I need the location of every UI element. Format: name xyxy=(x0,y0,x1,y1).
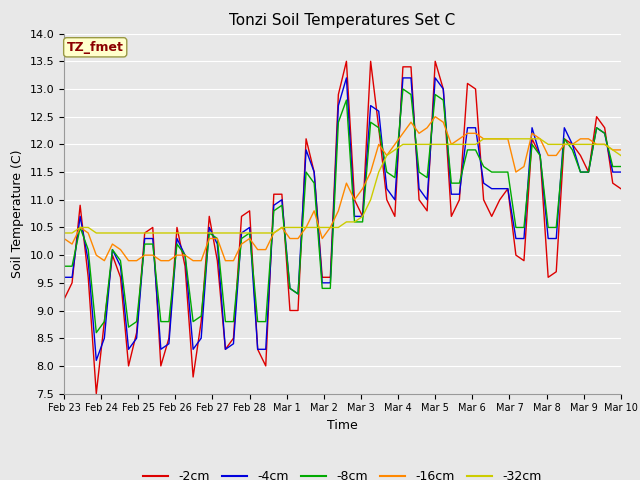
-16cm xyxy=(237,241,245,247)
-2cm xyxy=(342,59,350,64)
-4cm xyxy=(552,236,560,241)
-2cm xyxy=(552,269,560,275)
Line: -2cm: -2cm xyxy=(64,61,621,394)
-8cm xyxy=(302,169,310,175)
-2cm xyxy=(197,319,205,324)
Line: -16cm: -16cm xyxy=(64,117,621,261)
-32cm xyxy=(480,136,488,142)
-2cm xyxy=(60,297,68,302)
-2cm xyxy=(302,136,310,142)
-32cm xyxy=(132,230,140,236)
-2cm xyxy=(92,391,100,396)
-2cm xyxy=(141,230,148,236)
-8cm xyxy=(141,241,148,247)
-8cm xyxy=(197,313,205,319)
-8cm xyxy=(237,236,245,241)
-16cm xyxy=(100,258,108,264)
Line: -8cm: -8cm xyxy=(64,89,621,333)
-4cm xyxy=(92,358,100,363)
-8cm xyxy=(375,125,383,131)
-8cm xyxy=(92,330,100,336)
-16cm xyxy=(431,114,439,120)
-4cm xyxy=(141,236,148,241)
-16cm xyxy=(197,258,205,264)
-32cm xyxy=(545,142,552,147)
-16cm xyxy=(141,252,148,258)
-8cm xyxy=(552,225,560,230)
-4cm xyxy=(237,230,245,236)
-4cm xyxy=(383,186,390,192)
-8cm xyxy=(399,86,407,92)
-32cm xyxy=(367,197,374,203)
-4cm xyxy=(342,75,350,81)
-2cm xyxy=(237,214,245,219)
-4cm xyxy=(302,147,310,153)
-32cm xyxy=(536,136,544,142)
Y-axis label: Soil Temperature (C): Soil Temperature (C) xyxy=(11,149,24,278)
-32cm xyxy=(617,153,625,158)
-32cm xyxy=(230,230,237,236)
-32cm xyxy=(189,230,197,236)
-2cm xyxy=(383,197,390,203)
-4cm xyxy=(60,275,68,280)
-4cm xyxy=(617,169,625,175)
Legend: -2cm, -4cm, -8cm, -16cm, -32cm: -2cm, -4cm, -8cm, -16cm, -32cm xyxy=(138,465,547,480)
-16cm xyxy=(60,236,68,241)
-32cm xyxy=(60,230,68,236)
-16cm xyxy=(375,142,383,147)
-8cm xyxy=(60,264,68,269)
-4cm xyxy=(197,336,205,341)
-16cm xyxy=(302,225,310,230)
Line: -32cm: -32cm xyxy=(64,139,621,233)
-8cm xyxy=(617,164,625,169)
X-axis label: Time: Time xyxy=(327,419,358,432)
Text: TZ_fmet: TZ_fmet xyxy=(67,41,124,54)
-16cm xyxy=(552,153,560,158)
-16cm xyxy=(617,147,625,153)
-2cm xyxy=(617,186,625,192)
Line: -4cm: -4cm xyxy=(64,78,621,360)
Title: Tonzi Soil Temperatures Set C: Tonzi Soil Temperatures Set C xyxy=(229,13,456,28)
